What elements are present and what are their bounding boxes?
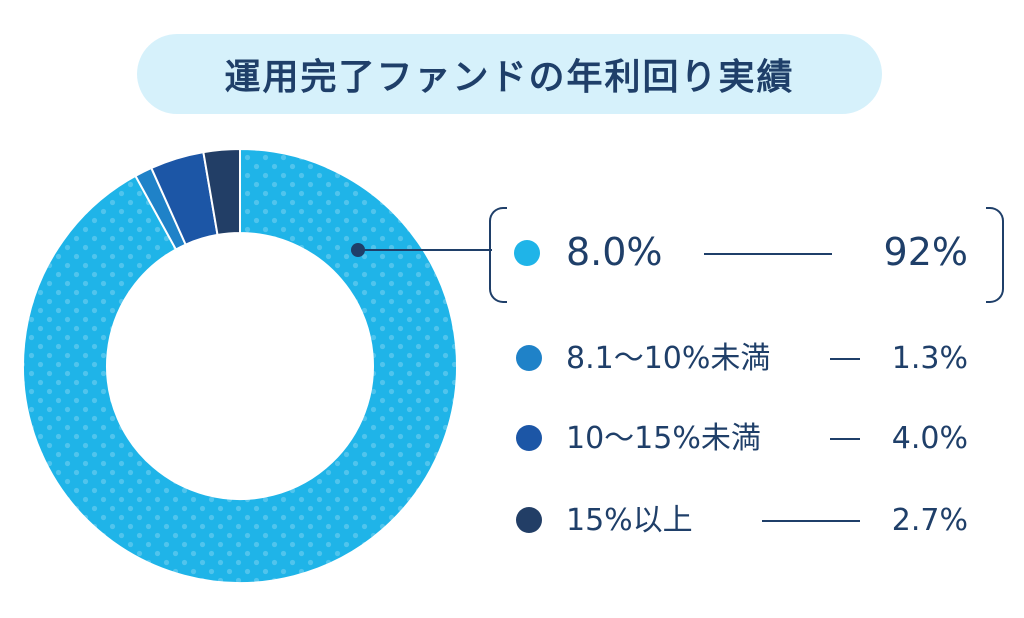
legend-value-4: 2.7% (891, 503, 968, 538)
callout-connector (351, 243, 492, 257)
legend-dot-1 (514, 240, 540, 266)
legend-label-3: 10〜15%未満 (566, 421, 761, 456)
legend-line-2 (830, 358, 860, 360)
donut-slice-4 (202, 147, 241, 237)
legend-dot-2 (516, 345, 542, 371)
donut-slice-1-pattern (22, 149, 458, 584)
legend-value-2: 1.3% (891, 341, 968, 376)
legend-line-4 (762, 520, 860, 522)
legend-label-2: 8.1〜10%未満 (566, 341, 771, 376)
title-banner: 運用完了ファンドの年利回り実績 (137, 34, 882, 114)
highlight-bracket-right (986, 207, 1004, 303)
legend-label-1: 8.0% (566, 230, 663, 274)
highlight-bracket-left (489, 207, 507, 303)
legend-dot-4 (516, 507, 542, 533)
legend-line-1 (704, 253, 832, 255)
chart-title: 運用完了ファンドの年利回り実績 (224, 57, 795, 98)
legend-line-3 (830, 438, 860, 440)
legend-value-3: 4.0% (891, 421, 968, 456)
legend-value-1: 92% (883, 230, 968, 274)
donut-slices (21, 147, 458, 584)
legend-dot-3 (516, 425, 542, 451)
legend-label-4: 15%以上 (566, 503, 693, 538)
callout-dot (351, 243, 365, 257)
